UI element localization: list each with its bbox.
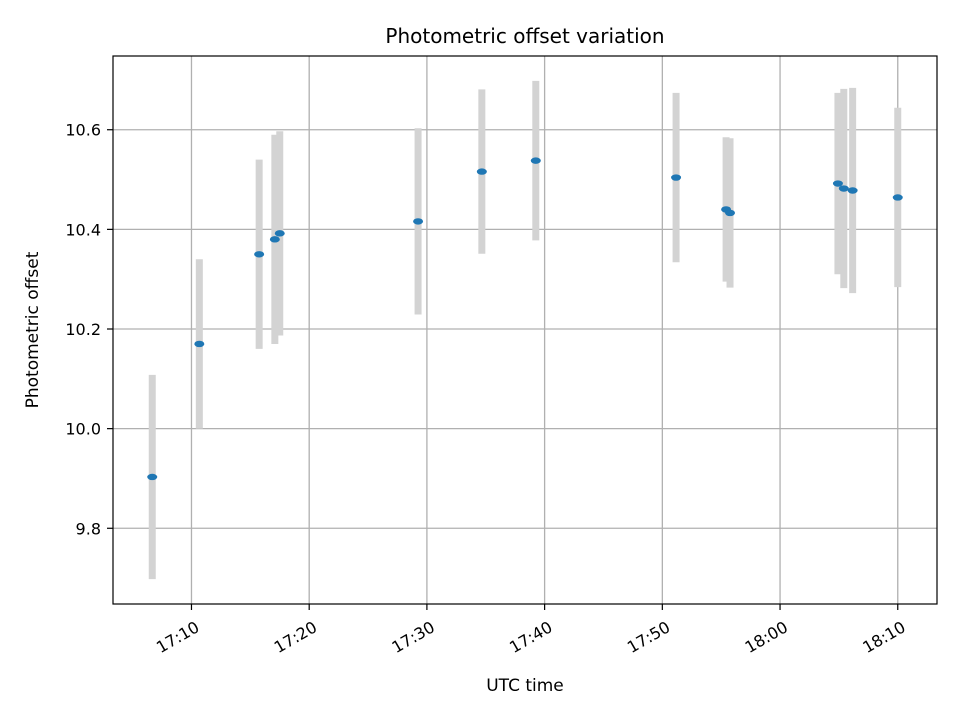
data-point bbox=[892, 194, 903, 201]
chart-title: Photometric offset variation bbox=[385, 24, 664, 48]
data-point bbox=[413, 218, 424, 225]
data-point bbox=[254, 251, 265, 258]
data-point bbox=[671, 174, 682, 181]
data-point bbox=[530, 157, 541, 164]
y-tick-label: 10.0 bbox=[65, 420, 101, 439]
data-point bbox=[725, 209, 736, 217]
data-point bbox=[476, 168, 487, 175]
data-points bbox=[147, 157, 903, 481]
data-point bbox=[832, 180, 843, 187]
y-axis-label: Photometric offset bbox=[23, 251, 43, 408]
x-axis-label: UTC time bbox=[486, 676, 564, 696]
data-point bbox=[274, 230, 285, 237]
y-tick-label: 9.8 bbox=[76, 519, 101, 538]
data-point bbox=[847, 187, 858, 194]
y-tick-label: 10.6 bbox=[65, 121, 101, 140]
y-tick-label: 10.4 bbox=[65, 220, 101, 239]
plot-frame bbox=[112, 55, 938, 605]
data-point bbox=[194, 340, 205, 348]
data-point bbox=[147, 473, 158, 481]
grid bbox=[113, 56, 937, 604]
data-point bbox=[269, 236, 280, 243]
data-point bbox=[838, 185, 849, 192]
y-tick-label: 10.2 bbox=[65, 320, 101, 339]
